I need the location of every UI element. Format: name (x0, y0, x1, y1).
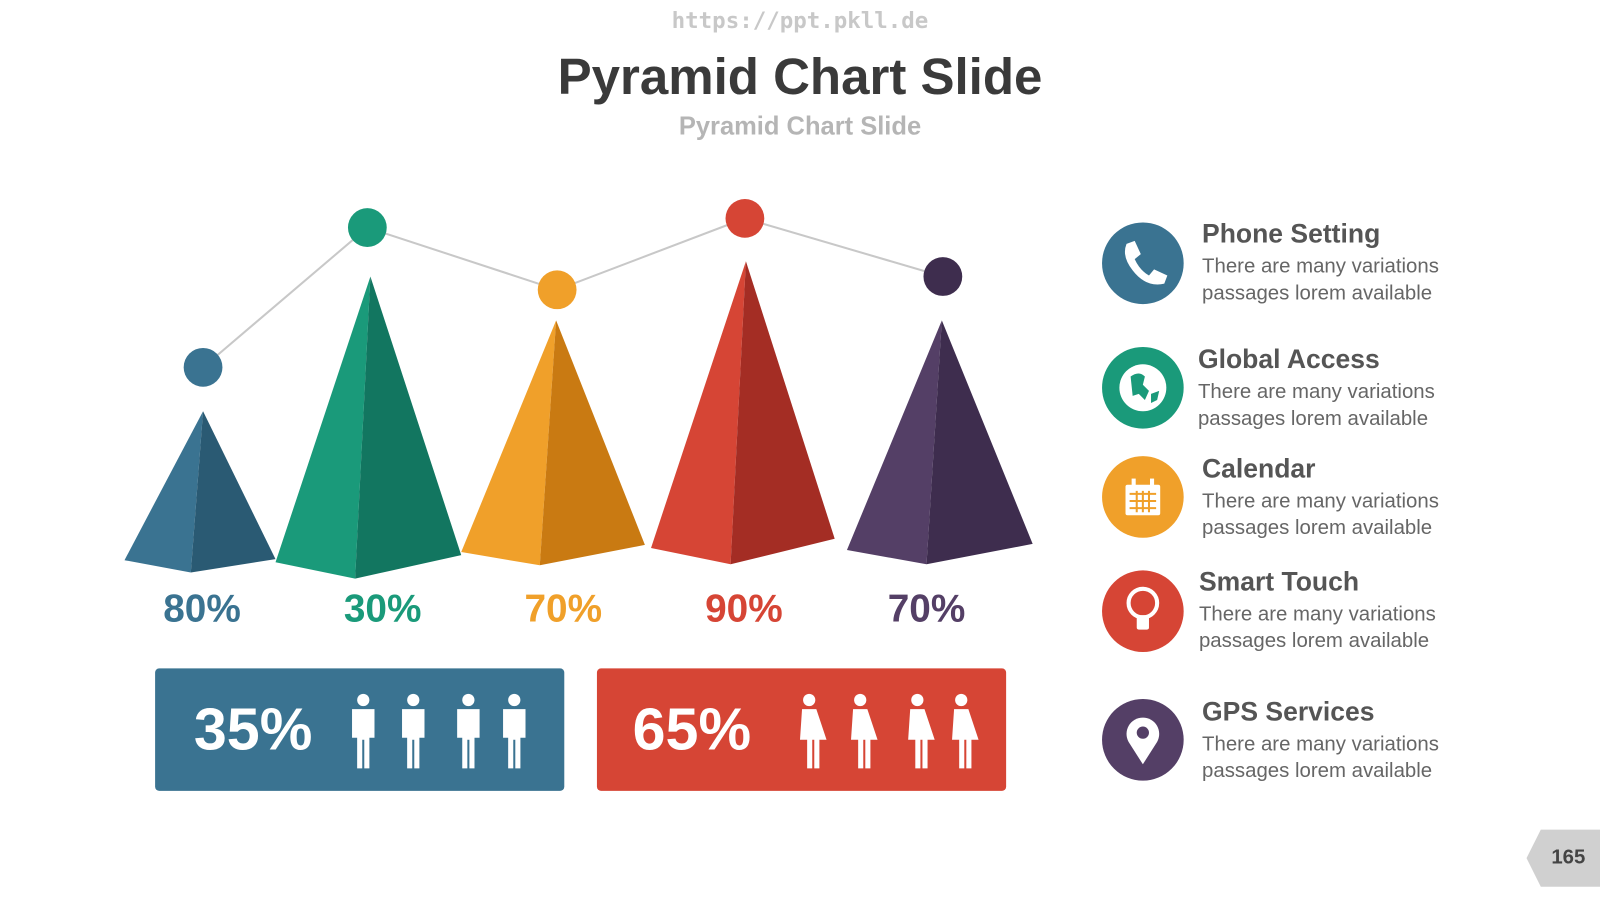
feature-text: There are many variations (1202, 733, 1439, 755)
dot (537, 270, 577, 310)
pyramid (275, 276, 462, 579)
pyramid (651, 261, 835, 565)
feature-text: There are many variations (1202, 490, 1439, 512)
feature: Smart Touch There are many variations pa… (1102, 567, 1436, 652)
feature-text: passages lorem available (1202, 282, 1432, 304)
dot (183, 347, 223, 387)
feature: GPS Services There are many variations p… (1102, 696, 1439, 782)
feature-text: passages lorem available (1199, 630, 1429, 652)
feature-title: Phone Setting (1202, 219, 1380, 249)
feature-title: Global Access (1198, 344, 1380, 374)
subtitle: Pyramid Chart Slide (679, 112, 921, 140)
pyramid-label: 70% (888, 587, 966, 630)
feature-text: passages lorem available (1198, 408, 1428, 430)
feature-text: passages lorem available (1202, 517, 1432, 539)
feature: Global Access There are many variations … (1102, 344, 1435, 430)
pyramid (124, 411, 276, 573)
dot (725, 198, 765, 238)
dot (347, 208, 387, 247)
pyramid-label: 80% (163, 587, 241, 630)
pyramid-label: 70% (524, 587, 602, 630)
feature-text: passages lorem available (1202, 760, 1432, 782)
feature: Phone Setting There are many variations … (1102, 219, 1439, 304)
feature-title: Smart Touch (1199, 567, 1359, 597)
feature-title: GPS Services (1202, 696, 1374, 726)
feature-text: There are many variations (1198, 381, 1435, 403)
stat-value: 65% (633, 695, 751, 762)
dot (923, 257, 963, 296)
pyramid-label: 90% (705, 587, 783, 630)
feature-title: Calendar (1202, 453, 1315, 483)
page-badge (1526, 829, 1600, 887)
pyramid-label: 30% (344, 587, 422, 630)
feature-text: There are many variations (1202, 256, 1439, 278)
feature-text: There are many variations (1199, 604, 1436, 626)
feature: Calendar There are many variations passa… (1102, 453, 1439, 539)
title: Pyramid Chart Slide (558, 48, 1043, 105)
url: https://ppt.pkll.de (672, 8, 929, 34)
stat-value: 35% (194, 695, 312, 762)
page-number: 165 (1551, 847, 1585, 869)
pyramid (846, 320, 1033, 565)
pyramid (461, 320, 645, 566)
